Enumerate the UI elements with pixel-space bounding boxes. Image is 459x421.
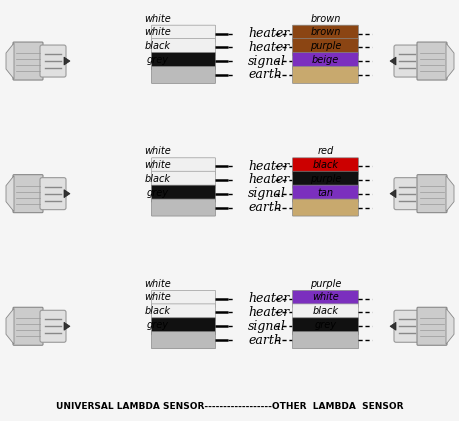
FancyBboxPatch shape (151, 304, 215, 321)
FancyBboxPatch shape (292, 185, 358, 202)
Text: tan: tan (317, 187, 333, 197)
Text: earth: earth (247, 334, 281, 346)
Text: black: black (145, 306, 171, 316)
FancyBboxPatch shape (151, 332, 215, 349)
Polygon shape (445, 43, 453, 79)
Text: purple: purple (309, 279, 341, 289)
FancyBboxPatch shape (151, 158, 215, 175)
Polygon shape (64, 322, 70, 330)
FancyBboxPatch shape (292, 25, 358, 42)
FancyBboxPatch shape (151, 25, 215, 42)
FancyBboxPatch shape (416, 175, 446, 213)
Text: signal: signal (247, 320, 285, 333)
Polygon shape (6, 43, 14, 79)
FancyBboxPatch shape (292, 39, 358, 56)
Text: white: white (144, 27, 171, 37)
Text: black: black (145, 41, 171, 51)
Text: signal: signal (247, 55, 285, 67)
Text: white: white (144, 13, 171, 24)
Text: black: black (312, 160, 338, 170)
FancyBboxPatch shape (151, 171, 215, 188)
Text: brown: brown (310, 13, 340, 24)
FancyBboxPatch shape (393, 178, 419, 210)
FancyBboxPatch shape (13, 42, 43, 80)
FancyBboxPatch shape (13, 175, 43, 213)
FancyBboxPatch shape (151, 290, 215, 307)
Text: purple: purple (309, 173, 341, 184)
Polygon shape (64, 57, 70, 65)
Text: heater: heater (247, 160, 289, 173)
FancyBboxPatch shape (292, 290, 358, 307)
FancyBboxPatch shape (292, 332, 358, 349)
Text: signal: signal (247, 187, 285, 200)
FancyBboxPatch shape (151, 185, 215, 202)
Polygon shape (389, 189, 395, 198)
Polygon shape (389, 57, 395, 65)
Polygon shape (64, 189, 70, 198)
Text: grey: grey (147, 55, 168, 65)
FancyBboxPatch shape (151, 67, 215, 83)
Polygon shape (445, 176, 453, 212)
Text: heater: heater (247, 41, 289, 53)
FancyBboxPatch shape (151, 53, 215, 69)
FancyBboxPatch shape (292, 158, 358, 175)
Text: brown: brown (310, 27, 340, 37)
Text: white: white (144, 146, 171, 156)
Text: white: white (144, 279, 171, 289)
Text: heater: heater (247, 306, 289, 319)
FancyBboxPatch shape (151, 39, 215, 56)
FancyBboxPatch shape (40, 178, 66, 210)
FancyBboxPatch shape (151, 199, 215, 216)
FancyBboxPatch shape (40, 45, 66, 77)
FancyBboxPatch shape (393, 45, 419, 77)
Text: grey: grey (147, 320, 168, 330)
FancyBboxPatch shape (292, 53, 358, 69)
Text: black: black (312, 306, 338, 316)
FancyBboxPatch shape (292, 67, 358, 83)
FancyBboxPatch shape (393, 310, 419, 342)
FancyBboxPatch shape (292, 171, 358, 188)
Text: white: white (144, 292, 171, 302)
Text: grey: grey (147, 187, 168, 197)
Text: beige: beige (311, 55, 338, 65)
Text: heater: heater (247, 293, 289, 305)
Polygon shape (445, 308, 453, 344)
Text: white: white (144, 160, 171, 170)
Text: red: red (317, 146, 333, 156)
FancyBboxPatch shape (40, 310, 66, 342)
Text: purple: purple (309, 41, 341, 51)
FancyBboxPatch shape (292, 304, 358, 321)
Text: UNIVERSAL LAMBDA SENSOR------------------OTHER  LAMBDA  SENSOR: UNIVERSAL LAMBDA SENSOR-----------------… (56, 402, 403, 411)
FancyBboxPatch shape (292, 199, 358, 216)
Polygon shape (389, 322, 395, 330)
FancyBboxPatch shape (151, 318, 215, 335)
FancyBboxPatch shape (416, 307, 446, 345)
Text: black: black (145, 173, 171, 184)
FancyBboxPatch shape (292, 318, 358, 335)
FancyBboxPatch shape (416, 42, 446, 80)
Text: heater: heater (247, 27, 289, 40)
Text: earth: earth (247, 201, 281, 214)
Text: heater: heater (247, 173, 289, 186)
Text: grey: grey (314, 320, 336, 330)
Polygon shape (6, 176, 14, 212)
Polygon shape (6, 308, 14, 344)
Text: white: white (312, 292, 338, 302)
FancyBboxPatch shape (13, 307, 43, 345)
Text: earth: earth (247, 69, 281, 81)
